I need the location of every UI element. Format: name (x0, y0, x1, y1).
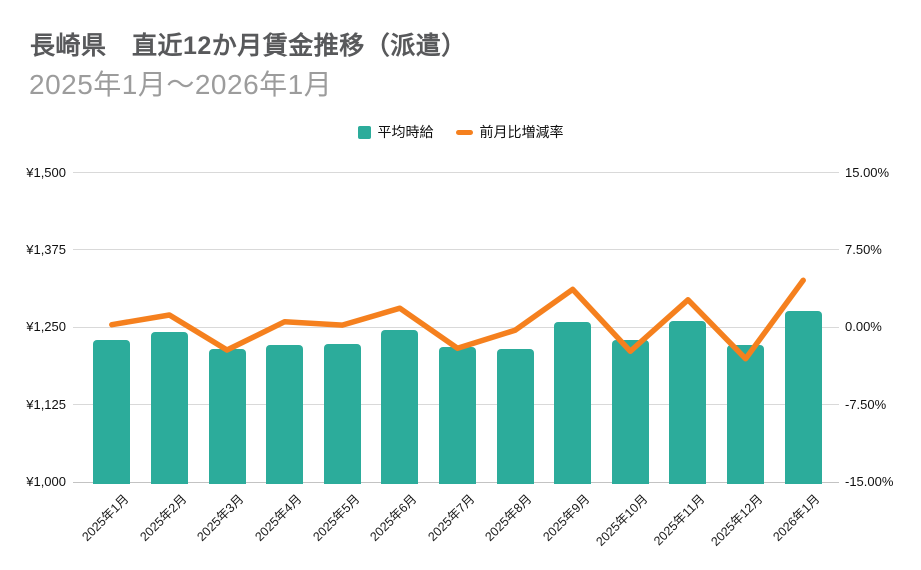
x-axis-label-3: 2025年3月 (194, 491, 247, 544)
left-axis-tick: ¥1,125 (26, 396, 66, 412)
right-axis-tick: 15.00% (845, 164, 890, 180)
legend-label-average-wage: 平均時給 (377, 124, 434, 140)
legend-item-average-wage: 平均時給 (357, 122, 434, 142)
left-axis-tick: ¥1,250 (26, 319, 66, 335)
x-axis-label-11: 2025年11月 (651, 491, 708, 549)
x-axis-label-7: 2025年7月 (425, 491, 478, 544)
bar-month-11 (669, 320, 707, 484)
legend-item-mom-change: 前月比増減率 (455, 122, 564, 142)
bar-month-6 (381, 330, 419, 484)
bar-month-13 (784, 310, 822, 484)
gridline (73, 326, 839, 328)
bar-month-8 (496, 349, 534, 484)
x-axis-label-4: 2025年4月 (252, 491, 305, 544)
bar-month-1 (93, 340, 131, 484)
bar-month-7 (439, 346, 476, 484)
x-axis-label-8: 2025年8月 (482, 491, 535, 544)
right-axis-tick: -15.00% (845, 474, 894, 489)
x-axis-label-6: 2025年6月 (367, 491, 420, 544)
x-axis-label-9: 2025年9月 (540, 491, 593, 544)
line-series-swatch-icon (455, 129, 473, 135)
x-axis-label-5: 2025年5月 (309, 491, 363, 544)
left-axis-tick: ¥1,500 (26, 164, 66, 180)
x-axis-label-10: 2025年10月 (593, 491, 651, 549)
x-axis-label-12: 2025年12月 (708, 491, 766, 549)
right-axis-tick: 7.50% (845, 241, 882, 257)
bar-month-4 (266, 345, 304, 484)
legend-label-mom-change: 前月比増減率 (479, 124, 564, 140)
left-axis-tick: ¥1,375 (26, 241, 66, 257)
right-axis-tick: 0.00% (845, 319, 882, 335)
gridline (73, 172, 839, 173)
bar-month-2 (150, 331, 188, 484)
x-axis-label-13: 2026年1月 (770, 491, 823, 544)
right-axis-tick: -7.50% (845, 396, 887, 412)
x-axis-label-1: 2025年1月 (79, 491, 132, 544)
left-axis-tick: ¥1,000 (26, 474, 66, 489)
x-axis-label-2: 2025年2月 (137, 491, 190, 544)
legend: 平均時給 前月比増減率 (0, 123, 921, 141)
bar-month-5 (323, 344, 361, 484)
bar-month-9 (554, 321, 592, 484)
bar-series-swatch-icon (357, 125, 371, 139)
page-title: 長崎県 直近12か月賃金推移（派遣） (30, 32, 467, 60)
gridline (73, 249, 839, 251)
bar-month-10 (611, 340, 649, 484)
bar-month-12 (727, 344, 765, 484)
bar-month-3 (208, 349, 246, 484)
page-subtitle: 2025年1月～2026年1月 (29, 69, 333, 100)
